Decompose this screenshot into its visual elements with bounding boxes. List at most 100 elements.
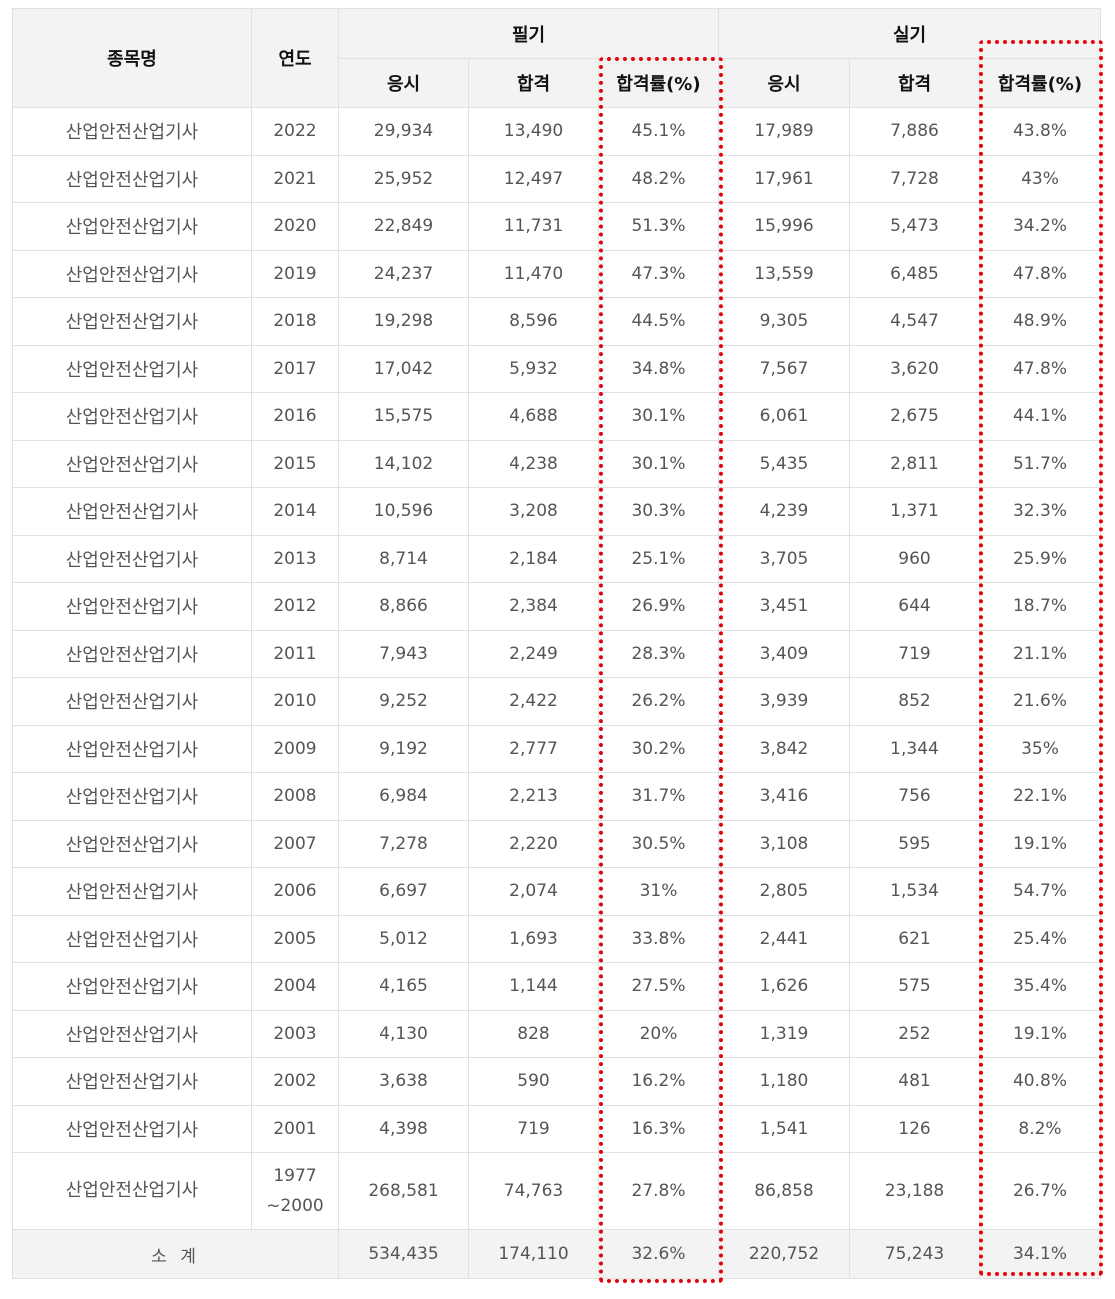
cell-written-passed: 74,763	[468, 1152, 599, 1230]
table-row: 산업안전산업기사 2008 6,984 2,213 31.7% 3,416 756 22.1%	[12, 772, 1101, 821]
cell-practical-passed: 852	[849, 677, 980, 726]
total-label: 소 계	[12, 1229, 339, 1279]
table-row: 산업안전산업기사 2014 10,596 3,208 30.3% 4,239 1,371 32…	[12, 487, 1101, 536]
cell-practical-rate: 25.9%	[979, 534, 1101, 583]
cell-written-rate: 26.2%	[598, 677, 719, 726]
table-row: 산업안전산업기사 2016 15,575 4,688 30.1% 6,061 2,675 44…	[12, 392, 1101, 441]
cell-practical-rate: 40.8%	[979, 1057, 1101, 1106]
cell-written-passed: 12,497	[468, 154, 599, 203]
cell-year: 2011	[251, 629, 339, 678]
cell-name: 산업안전산업기사	[12, 154, 252, 203]
cell-name: 산업안전산업기사	[12, 819, 252, 868]
cell-year: 2018	[251, 297, 339, 346]
cell-written-passed: 2,074	[468, 867, 599, 916]
cell-practical-applicants: 3,842	[718, 724, 850, 773]
cell-written-passed: 828	[468, 1009, 599, 1058]
cell-name: 산업안전산업기사	[12, 1009, 252, 1058]
cell-practical-rate: 22.1%	[979, 772, 1101, 821]
cell-practical-applicants: 2,805	[718, 867, 850, 916]
cell-name: 산업안전산업기사	[12, 1057, 252, 1106]
cell-year: 2009	[251, 724, 339, 773]
cell-name: 산업안전산업기사	[12, 249, 252, 298]
cell-year: 2004	[251, 962, 339, 1011]
cell-practical-rate: 47.8%	[979, 344, 1101, 393]
cell-written-applicants: 268,581	[338, 1152, 469, 1230]
cell-written-rate: 30.1%	[598, 439, 719, 488]
cell-written-applicants: 8,714	[338, 534, 469, 583]
cell-practical-passed: 621	[849, 914, 980, 963]
cell-practical-rate: 48.9%	[979, 297, 1101, 346]
cell-name: 산업안전산업기사	[12, 534, 252, 583]
cell-written-applicants: 4,398	[338, 1104, 469, 1153]
table-row: 산업안전산업기사 2019 24,237 11,470 47.3% 13,559 6,485…	[12, 249, 1101, 298]
header-practical-passed: 합격	[849, 58, 980, 108]
header-practical-rate: 합격률(%)	[979, 58, 1101, 108]
pass-rate-table: 종목명 연도 필기 실기 응시 합격 합격률(%) 응시 합격 합격률(%) 산…	[12, 8, 1101, 1279]
cell-written-passed: 2,213	[468, 772, 599, 821]
cell-practical-applicants: 5,435	[718, 439, 850, 488]
cell-year: 2006	[251, 867, 339, 916]
cell-year: 2008	[251, 772, 339, 821]
cell-written-passed: 11,470	[468, 249, 599, 298]
cell-written-rate: 33.8%	[598, 914, 719, 963]
cell-written-passed: 590	[468, 1057, 599, 1106]
table-row: 산업안전산업기사 2017 17,042 5,932 34.8% 7,567 3,620 47…	[12, 344, 1101, 393]
cell-practical-applicants: 3,939	[718, 677, 850, 726]
cell-name: 산업안전산업기사	[12, 582, 252, 631]
cell-written-rate: 26.9%	[598, 582, 719, 631]
table-body: 산업안전산업기사 2022 29,934 13,490 45.1% 17,989 7,886…	[12, 107, 1101, 1279]
cell-written-applicants: 29,934	[338, 107, 469, 156]
cell-practical-passed: 1,371	[849, 487, 980, 536]
cell-practical-rate: 25.4%	[979, 914, 1101, 963]
cell-practical-passed: 126	[849, 1104, 980, 1153]
cell-written-rate: 45.1%	[598, 107, 719, 156]
table-row-total: 소 계 534,435 174,110 32.6% 220,752 75,243…	[12, 1229, 1101, 1279]
cell-name: 산업안전산업기사	[12, 107, 252, 156]
cell-written-rate: 27.5%	[598, 962, 719, 1011]
cell-written-passed: 2,184	[468, 534, 599, 583]
cell-written-rate: 44.5%	[598, 297, 719, 346]
total-practical-passed: 75,243	[849, 1229, 980, 1279]
cell-practical-rate: 18.7%	[979, 582, 1101, 631]
cell-written-rate: 30.1%	[598, 392, 719, 441]
cell-written-applicants: 9,192	[338, 724, 469, 773]
cell-written-applicants: 4,130	[338, 1009, 469, 1058]
cell-practical-passed: 3,620	[849, 344, 980, 393]
cell-practical-applicants: 3,416	[718, 772, 850, 821]
cell-name: 산업안전산업기사	[12, 677, 252, 726]
cell-written-passed: 13,490	[468, 107, 599, 156]
cell-name: 산업안전산업기사	[12, 297, 252, 346]
table-row: 산업안전산업기사 2015 14,102 4,238 30.1% 5,435 2,811 51…	[12, 439, 1101, 488]
table-row: 산업안전산업기사 2013 8,714 2,184 25.1% 3,705 960 25.9%	[12, 534, 1101, 583]
cell-written-passed: 1,144	[468, 962, 599, 1011]
cell-written-passed: 4,238	[468, 439, 599, 488]
cell-written-applicants: 7,278	[338, 819, 469, 868]
cell-practical-rate: 21.1%	[979, 629, 1101, 678]
cell-year: 2002	[251, 1057, 339, 1106]
cell-name: 산업안전산업기사	[12, 439, 252, 488]
cell-written-applicants: 19,298	[338, 297, 469, 346]
cell-practical-applicants: 17,989	[718, 107, 850, 156]
cell-written-passed: 2,777	[468, 724, 599, 773]
cell-written-applicants: 4,165	[338, 962, 469, 1011]
cell-written-rate: 31%	[598, 867, 719, 916]
header-written-applicants: 응시	[338, 58, 469, 108]
cell-practical-rate: 43%	[979, 154, 1101, 203]
cell-practical-rate: 44.1%	[979, 392, 1101, 441]
cell-practical-passed: 2,675	[849, 392, 980, 441]
cell-practical-passed: 7,728	[849, 154, 980, 203]
cell-written-applicants: 22,849	[338, 202, 469, 251]
table-row: 산업안전산업기사 2005 5,012 1,693 33.8% 2,441 621 25.4%	[12, 914, 1101, 963]
cell-year: 2005	[251, 914, 339, 963]
cell-practical-rate: 35.4%	[979, 962, 1101, 1011]
cell-name: 산업안전산업기사	[12, 392, 252, 441]
cell-written-applicants: 25,952	[338, 154, 469, 203]
cell-practical-rate: 19.1%	[979, 819, 1101, 868]
cell-written-passed: 4,688	[468, 392, 599, 441]
header-practical: 실기	[718, 8, 1101, 59]
table-row-early: 산업안전산업기사 1977 ~2000 268,581 74,763 27.8%…	[12, 1152, 1101, 1230]
cell-name: 산업안전산업기사	[12, 724, 252, 773]
cell-written-rate: 28.3%	[598, 629, 719, 678]
total-written-applicants: 534,435	[338, 1229, 469, 1279]
cell-name: 산업안전산업기사	[12, 914, 252, 963]
